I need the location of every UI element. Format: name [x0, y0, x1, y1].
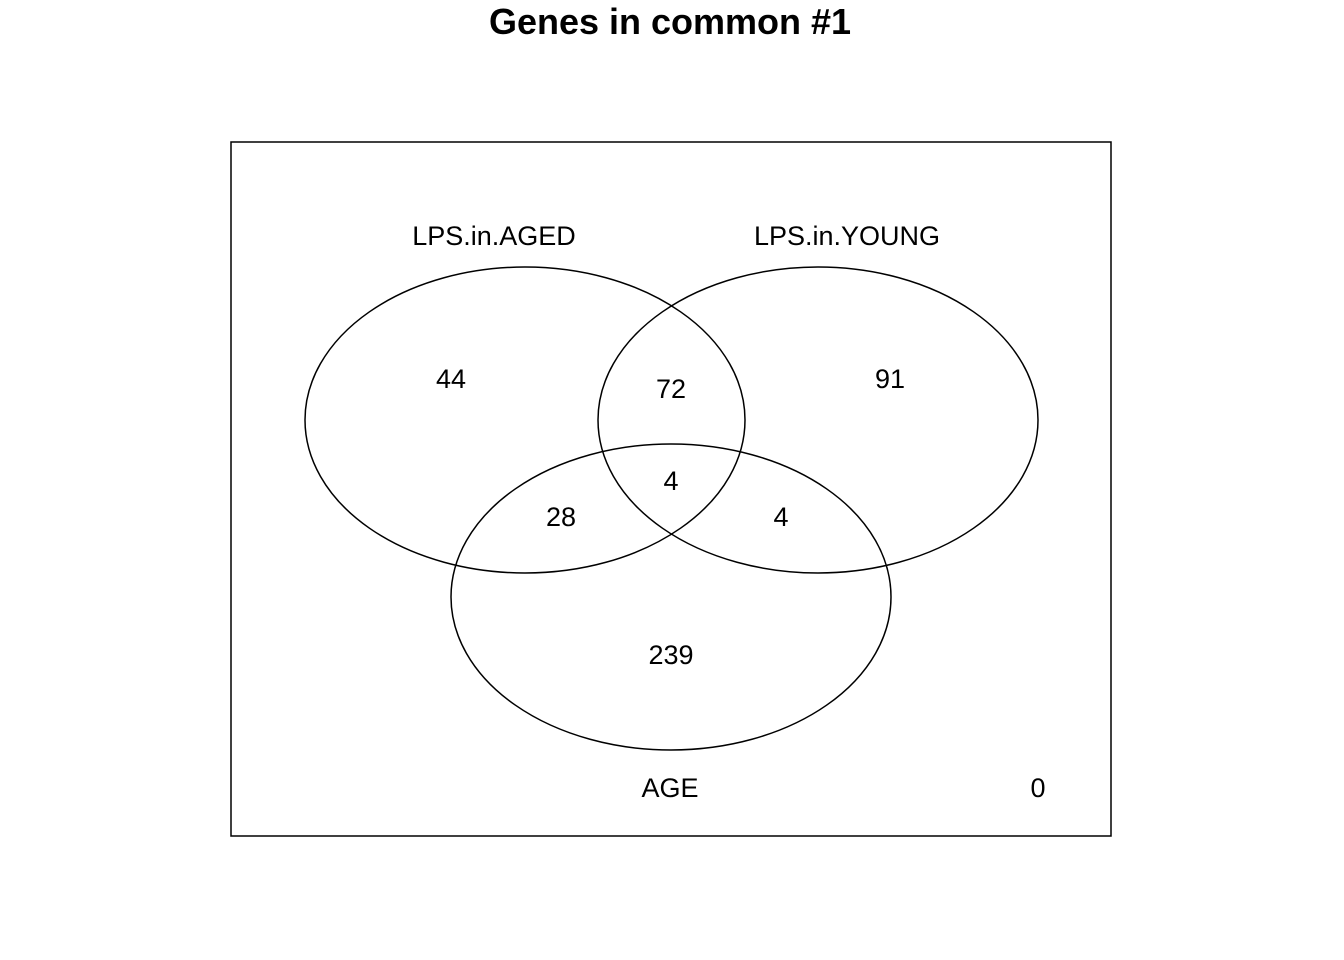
count-b-c: 4 [773, 502, 788, 532]
count-a-only: 44 [436, 364, 466, 394]
count-outside: 0 [1030, 773, 1045, 803]
set-c-label: AGE [641, 773, 698, 803]
set-a-label: LPS.in.AGED [412, 221, 576, 251]
count-c-only: 239 [648, 640, 693, 670]
set-b-label: LPS.in.YOUNG [754, 221, 940, 251]
set-c-circle [450, 443, 892, 751]
count-a-b: 72 [656, 374, 686, 404]
universe-box [230, 141, 1112, 837]
count-b-only: 91 [875, 364, 905, 394]
count-a-c: 28 [546, 502, 576, 532]
count-a-b-c: 4 [663, 466, 678, 496]
diagram-title: Genes in common #1 [489, 1, 851, 42]
set-b-circle [597, 266, 1039, 574]
set-a-circle [304, 266, 746, 574]
